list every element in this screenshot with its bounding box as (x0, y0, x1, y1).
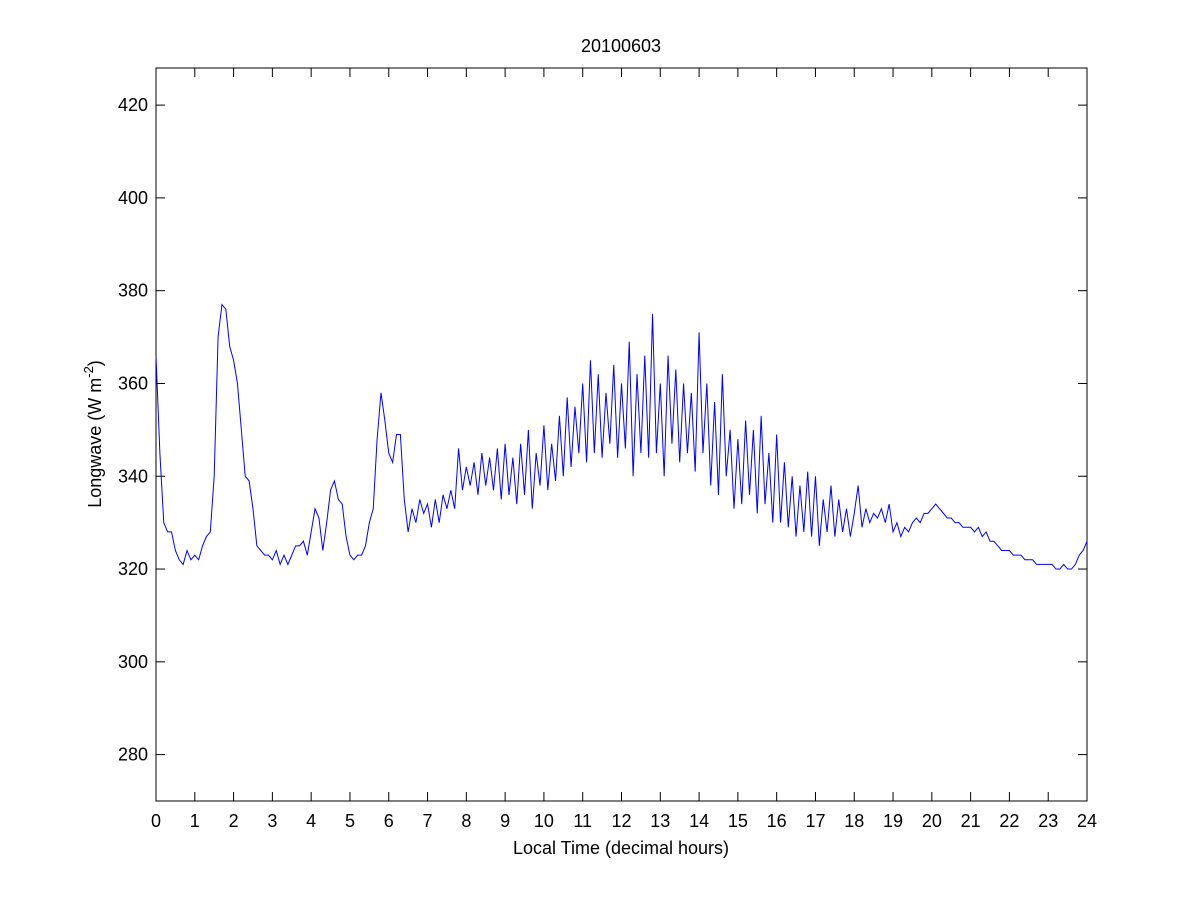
x-axis-label: Local Time (decimal hours) (513, 838, 729, 858)
x-tick-label: 4 (306, 811, 316, 831)
x-tick-label: 2 (229, 811, 239, 831)
y-tick-label: 360 (118, 373, 148, 393)
x-tick-label: 18 (844, 811, 864, 831)
y-tick-label: 420 (118, 95, 148, 115)
x-tick-label: 17 (805, 811, 825, 831)
x-tick-label: 19 (883, 811, 903, 831)
x-tick-label: 8 (461, 811, 471, 831)
x-tick-label: 14 (689, 811, 709, 831)
x-tick-label: 24 (1077, 811, 1097, 831)
y-tick-label: 300 (118, 652, 148, 672)
y-tick-label: 380 (118, 281, 148, 301)
x-tick-label: 15 (728, 811, 748, 831)
x-tick-label: 23 (1038, 811, 1058, 831)
x-tick-label: 10 (534, 811, 554, 831)
x-tick-label: 5 (345, 811, 355, 831)
x-tick-label: 16 (767, 811, 787, 831)
x-tick-label: 1 (190, 811, 200, 831)
chart-title: 20100603 (581, 36, 661, 56)
x-tick-label: 9 (500, 811, 510, 831)
x-tick-label: 21 (961, 811, 981, 831)
y-axis-label-end: ) (85, 360, 105, 366)
y-axis-label-superscript: -2 (81, 366, 96, 378)
x-tick-label: 0 (151, 811, 161, 831)
x-tick-label: 7 (423, 811, 433, 831)
x-tick-label: 6 (384, 811, 394, 831)
plot-area (155, 67, 1088, 802)
x-tick-label: 12 (611, 811, 631, 831)
x-tick-label: 20 (922, 811, 942, 831)
y-axis-label-text: Longwave (W m (85, 378, 105, 508)
x-tick-label: 11 (573, 811, 592, 831)
x-tick-label: 3 (267, 811, 277, 831)
y-tick-label: 280 (118, 745, 148, 765)
y-tick-label: 320 (118, 559, 148, 579)
y-tick-label: 400 (118, 188, 148, 208)
y-tick-label: 340 (118, 466, 148, 486)
x-tick-label: 22 (999, 811, 1019, 831)
y-axis-label: Longwave (W m-2) (81, 360, 105, 508)
data-line (155, 303, 1088, 570)
x-tick-label: 13 (650, 811, 670, 831)
